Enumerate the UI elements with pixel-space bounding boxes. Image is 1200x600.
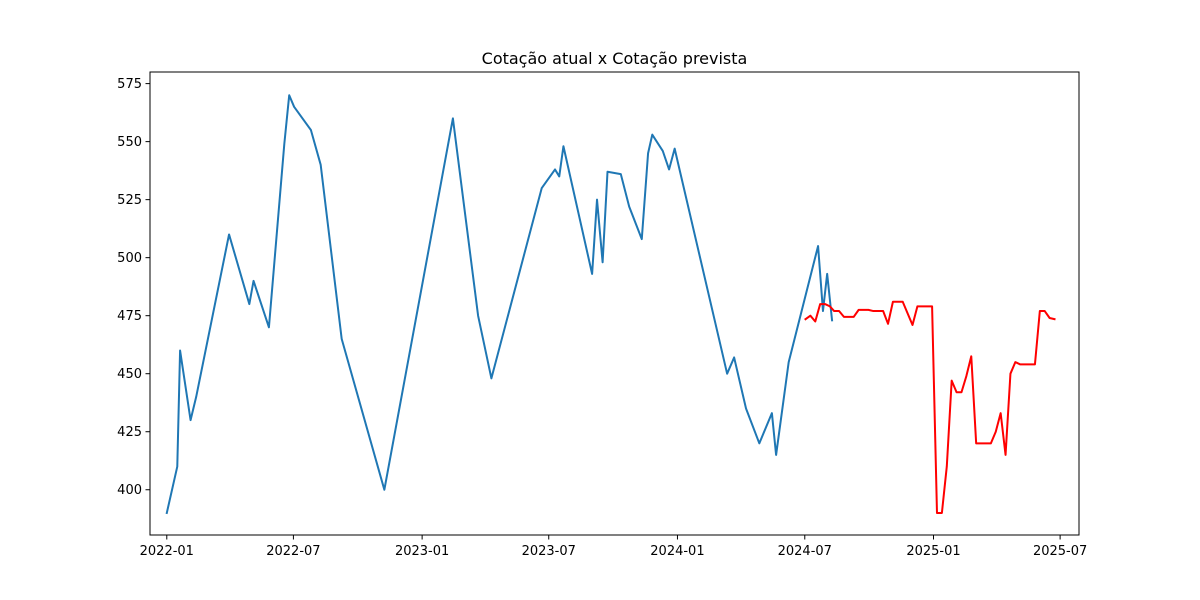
x-tick-label: 2022-01: [140, 544, 194, 559]
x-tick-label: 2023-07: [522, 544, 576, 559]
x-tick-label: 2025-07: [1033, 544, 1087, 559]
y-tick-label: 400: [117, 483, 142, 498]
series-layer: [165, 94, 1056, 515]
x-tick-label: 2024-07: [778, 544, 832, 559]
series-line-1: [165, 94, 834, 515]
y-tick-label: 575: [117, 77, 142, 92]
y-axis: 400 425 450 475 500 525 550 575: [117, 77, 150, 498]
y-tick-label: 450: [117, 367, 142, 382]
x-tick-label: 2023-01: [395, 544, 449, 559]
x-tick-label: 2022-07: [266, 544, 320, 559]
x-axis: 2022-01 2022-07 2023-01 2023-07 2024-01 2024-…: [140, 535, 1087, 559]
y-tick-label: 425: [117, 425, 142, 440]
y-tick-label: 475: [117, 309, 142, 324]
x-tick-label: 2024-01: [650, 544, 704, 559]
y-tick-label: 550: [117, 135, 142, 150]
chart-title: Cotação atual x Cotação prevista: [482, 49, 748, 68]
x-tick-label: 2025-01: [906, 544, 960, 559]
y-tick-label: 525: [117, 193, 142, 208]
series-line-2: [804, 300, 1056, 514]
y-tick-label: 500: [117, 251, 142, 266]
plot-frame: [149, 71, 1080, 536]
